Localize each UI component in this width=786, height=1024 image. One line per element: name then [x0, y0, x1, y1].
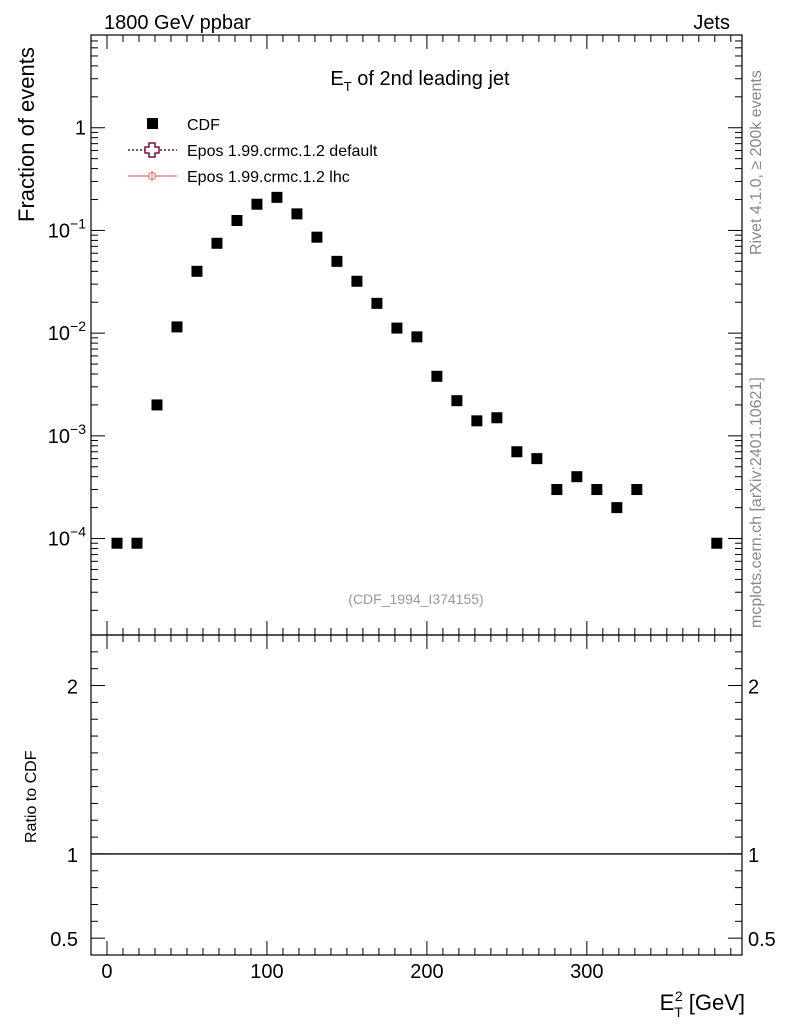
ratio-y-tick-label: 1: [67, 845, 78, 867]
mcplots-label: mcplots.cern.ch [arXiv:2401.10621]: [748, 377, 765, 628]
main-axis-ticks: [91, 34, 742, 955]
category-label: Jets: [693, 12, 730, 34]
ratio-axis-tick-labels: 0 100 200 300 0.5 0.5 1 1 2 2: [50, 677, 776, 983]
x-tick-label: 300: [570, 961, 603, 983]
cdf-data-point: [591, 484, 603, 496]
ratio-y-axis-label: Ratio to CDF: [23, 750, 40, 843]
cdf-data-point: [551, 484, 563, 496]
cdf-data-point: [271, 191, 283, 203]
cdf-data-point: [131, 537, 143, 549]
ratio-y-tick-label: 2: [67, 677, 78, 699]
chart-title: ET of 2nd leading jet: [330, 68, 510, 94]
y-tick-label: 10−3: [48, 421, 86, 448]
ratio-y-tick-label-right: 2: [748, 677, 759, 699]
cdf-data-point: [491, 412, 503, 424]
cdf-data-point: [331, 255, 343, 267]
analysis-watermark: (CDF_1994_I374155): [348, 591, 483, 607]
cdf-data-point: [451, 395, 463, 407]
cdf-data-point: [191, 265, 203, 277]
legend: CDF Epos 1.99.crmc.1.2 default Epos 1.99…: [128, 117, 378, 186]
cdf-data-point: [151, 399, 163, 411]
cdf-data-point: [251, 198, 263, 210]
cdf-data-point: [711, 537, 723, 549]
x-tick-label: 200: [410, 961, 443, 983]
cdf-data-point: [391, 322, 403, 334]
beam-label: 1800 GeV ppbar: [104, 12, 251, 34]
legend-label-cdf: CDF: [187, 117, 220, 134]
legend-marker-cdf: [147, 118, 158, 129]
y-axis-label: Fraction of events: [14, 47, 39, 222]
cdf-data-point: [471, 415, 483, 427]
legend-label-epos-lhc: Epos 1.99.crmc.1.2 lhc: [187, 169, 350, 186]
cdf-data-point: [211, 237, 223, 249]
y-tick-label: 10−4: [48, 524, 86, 551]
ratio-y-tick-label-right: 1: [748, 845, 759, 867]
cdf-data-points: [111, 191, 723, 549]
ratio-axis-ticks: [91, 651, 742, 939]
legend-marker-epos-default: [144, 142, 160, 158]
cdf-data-point: [571, 471, 583, 483]
legend-label-epos-default: Epos 1.99.crmc.1.2 default: [187, 143, 378, 160]
cdf-data-point: [351, 275, 363, 287]
cdf-data-point: [311, 231, 323, 243]
cdf-data-point: [231, 214, 243, 226]
rivet-label: Rivet 4.1.0, ≥ 200k events: [748, 70, 765, 255]
y-tick-label: 10−2: [48, 318, 86, 345]
cdf-data-point: [631, 484, 643, 496]
ratio-y-tick-label-right: 0.5: [748, 929, 776, 951]
y-tick-label: 10−1: [48, 215, 86, 242]
x-axis-label: ET2 [GeV]: [660, 988, 745, 1020]
main-axis-tick-labels: 1 10−1 10−2 10−3 10−4: [48, 118, 86, 551]
ratio-y-tick-label: 0.5: [50, 929, 78, 951]
cdf-data-point: [411, 331, 423, 343]
legend-entry-epos-default: Epos 1.99.crmc.1.2 default: [128, 142, 378, 160]
ratio-panel-frame: [90, 634, 743, 956]
legend-entry-epos-lhc: Epos 1.99.crmc.1.2 lhc: [128, 169, 350, 186]
cdf-data-point: [371, 297, 383, 309]
cdf-data-point: [511, 446, 523, 458]
x-tick-label: 100: [250, 961, 283, 983]
cdf-data-point: [611, 502, 623, 514]
cdf-data-point: [531, 453, 543, 465]
legend-entry-cdf: CDF: [147, 117, 220, 134]
x-tick-label: 0: [101, 961, 112, 983]
cdf-data-point: [431, 370, 443, 382]
cdf-data-point: [171, 321, 183, 333]
cdf-data-point: [291, 208, 303, 220]
y-tick-label: 1: [75, 118, 86, 140]
cdf-data-point: [111, 537, 123, 549]
